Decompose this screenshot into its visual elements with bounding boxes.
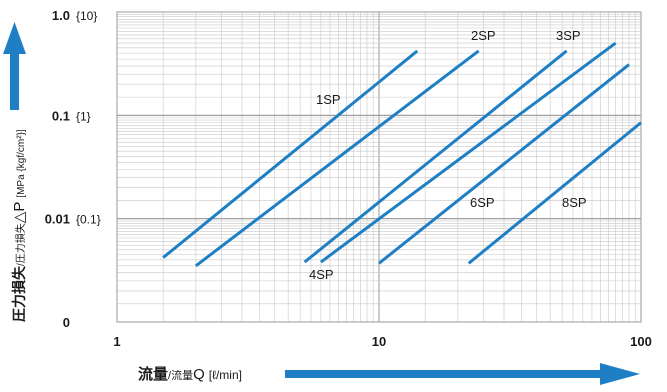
y-axis-label-main: 圧力損失 — [11, 265, 27, 322]
series-line-4sp — [303, 49, 568, 264]
y-tick-alt-label: {0.1} — [76, 213, 101, 227]
y-tick-label: 0.1 — [52, 108, 70, 123]
series-line-6sp — [378, 63, 630, 265]
x-axis-label-unit: [ℓ/min] — [209, 368, 242, 382]
series-lines — [162, 41, 642, 267]
y-axis-arrow — [3, 22, 26, 110]
y-tick-label: 1.0 — [52, 8, 70, 23]
series-label-8sp: 8SP — [562, 195, 587, 210]
x-axis-label-main: 流量 — [138, 365, 168, 383]
y-tick-alt-label: {1} — [76, 109, 91, 123]
y-axis-label: 圧力損失/圧力損失△P [MPa {kgf/cm²}] — [11, 129, 28, 322]
x-tick-label: 1 — [113, 334, 120, 349]
y-tick-labels: 1.0 {10} 0.1 {1} 0.01 {0.1} 0 — [45, 8, 101, 330]
y-axis-arrow-shaft — [10, 52, 19, 110]
x-axis-arrow-head — [600, 363, 640, 385]
series-label-6sp: 6SP — [470, 195, 495, 210]
y-axis-label-var: △P — [11, 202, 28, 224]
series-label-2sp: 2SP — [471, 28, 496, 43]
x-tick-label: 10 — [372, 334, 386, 349]
y-tick-label: 0 — [63, 315, 70, 330]
series-line-2sp — [194, 49, 480, 267]
grid — [116, 11, 642, 323]
series-line-3sp — [319, 41, 617, 264]
series-label-4sp: 4SP — [309, 267, 334, 282]
x-axis-label-sub: /流量 — [168, 368, 193, 382]
y-axis-arrow-head — [3, 22, 26, 54]
x-axis-label: 流量/流量Q [ℓ/min] — [138, 365, 242, 383]
series-label-3sp: 3SP — [556, 28, 581, 43]
x-tick-labels: 1 10 100 — [113, 334, 651, 349]
y-tick-alt-label: {10} — [76, 9, 97, 23]
y-tick-label: 0.01 — [45, 212, 70, 227]
x-axis-arrow — [285, 363, 640, 385]
y-axis-label-unit: [MPa {kgf/cm²}] — [16, 129, 27, 198]
x-axis-arrow-shaft — [285, 370, 610, 378]
series-label-1sp: 1SP — [316, 92, 341, 107]
y-axis-label-sub: /圧力損失 — [14, 223, 27, 266]
x-tick-label: 100 — [630, 334, 652, 349]
plot-frame — [116, 11, 642, 323]
series-line-8sp — [467, 121, 642, 265]
series-line-1sp — [162, 49, 419, 259]
x-axis-label-var: Q — [193, 366, 205, 383]
series-labels: 1SP 2SP 4SP 3SP 6SP 8SP — [309, 28, 587, 282]
